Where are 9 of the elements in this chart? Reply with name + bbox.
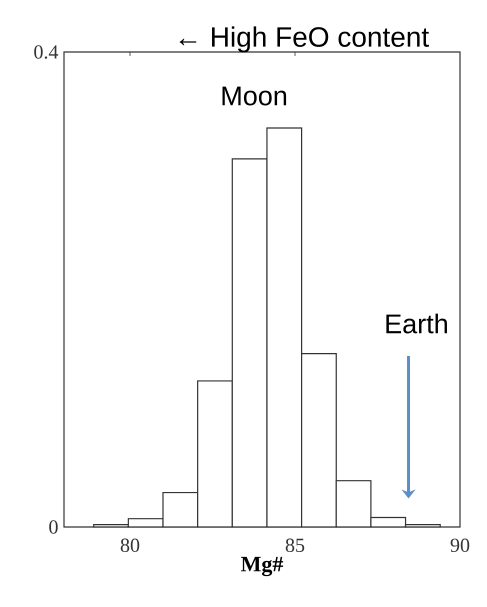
y-tick-label: 0	[49, 520, 58, 534]
chart-title: ← High FeO content	[180, 26, 429, 52]
x-tick-label: 85	[286, 538, 304, 552]
annotation: Moon	[222, 86, 286, 106]
x-tick-label: 80	[120, 538, 140, 552]
y-tick-label: 0.4	[34, 45, 58, 59]
x-axis-title: Mg#	[240, 556, 284, 576]
annotation: Earth	[386, 314, 447, 334]
x-tick-label: 90	[450, 538, 470, 552]
